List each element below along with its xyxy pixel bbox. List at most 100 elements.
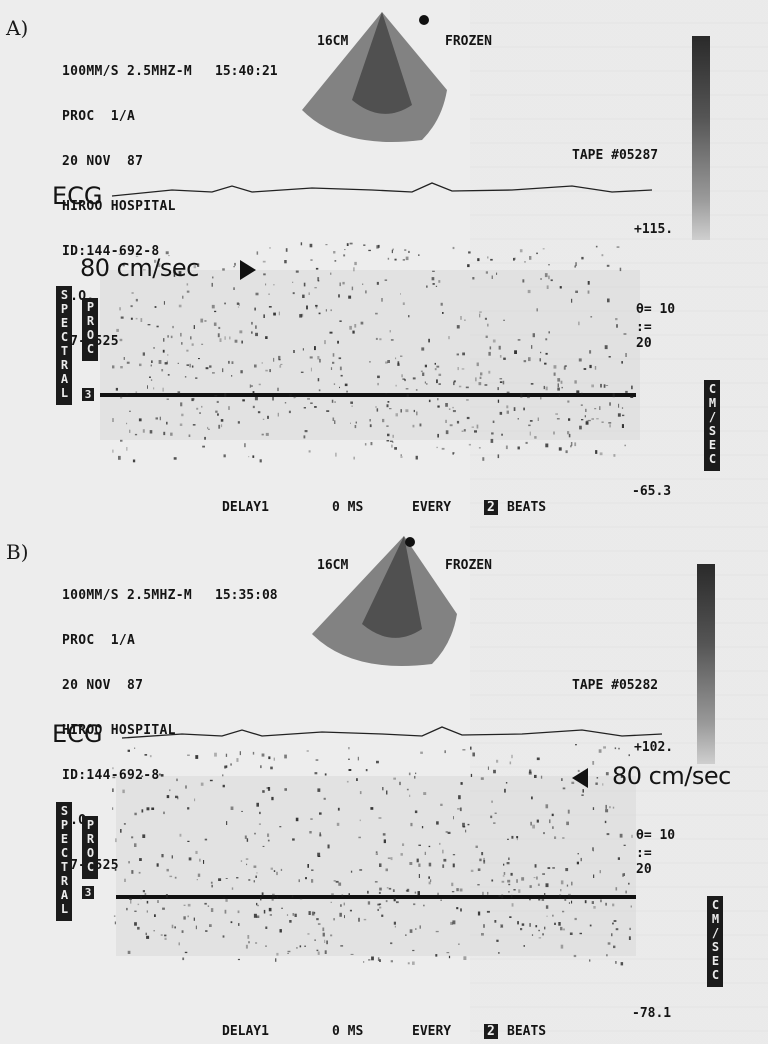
doppler-speckle: [300, 371, 304, 373]
doppler-speckle: [415, 455, 418, 460]
doppler-speckle: [346, 243, 349, 246]
doppler-speckle: [270, 867, 273, 870]
doppler-speckle: [528, 771, 532, 775]
doppler-speckle: [606, 954, 608, 957]
doppler-speckle: [205, 930, 208, 932]
doppler-speckle: [225, 878, 228, 879]
doppler-speckle: [379, 863, 382, 867]
doppler-speckle: [492, 420, 495, 423]
doppler-speckle: [305, 877, 307, 880]
doppler-speckle: [114, 868, 117, 871]
doppler-speckle: [413, 409, 415, 413]
doppler-speckle: [575, 290, 578, 293]
doppler-speckle: [317, 852, 321, 857]
doppler-speckle: [369, 424, 372, 428]
doppler-speckle: [340, 374, 343, 377]
doppler-speckle: [460, 316, 462, 320]
doppler-speckle: [554, 836, 557, 839]
doppler-speckle: [537, 417, 539, 421]
doppler-speckle: [171, 855, 173, 859]
doppler-speckle: [332, 353, 335, 357]
doppler-speckle: [211, 884, 213, 888]
doppler-speckle: [292, 281, 294, 283]
doppler-speckle: [293, 350, 295, 353]
doppler-speckle: [222, 774, 224, 777]
doppler-speckle: [498, 895, 502, 897]
doppler-speckle: [400, 454, 402, 456]
doppler-speckle: [318, 312, 321, 315]
doppler-speckle: [272, 397, 274, 401]
doppler-speckle: [416, 411, 418, 416]
doppler-speckle: [479, 313, 481, 318]
doppler-speckle: [534, 436, 537, 439]
doppler-speckle: [352, 330, 355, 334]
doppler-speckle: [358, 917, 360, 922]
doppler-speckle: [613, 945, 616, 949]
doppler-speckle: [462, 749, 466, 751]
doppler-speckle: [155, 773, 158, 775]
doppler-speckle: [599, 452, 603, 456]
doppler-speckle: [609, 806, 611, 809]
doppler-speckle: [605, 902, 607, 906]
doppler-speckle: [134, 812, 137, 816]
doppler-speckle: [254, 832, 256, 835]
doppler-speckle: [458, 795, 461, 800]
doppler-speckle: [339, 912, 342, 917]
doppler-speckle: [298, 879, 300, 883]
doppler-speckle: [258, 383, 261, 386]
doppler-speckle: [222, 268, 225, 271]
doppler-speckle: [496, 272, 498, 275]
doppler-speckle: [171, 924, 174, 929]
doppler-speckle: [186, 283, 189, 286]
doppler-speckle: [306, 750, 309, 752]
doppler-speckle: [311, 879, 314, 883]
doppler-speckle: [452, 246, 455, 250]
doppler-speckle: [191, 343, 194, 346]
doppler-speckle: [568, 418, 571, 421]
doppler-speckle: [140, 318, 143, 322]
doppler-speckle: [365, 290, 367, 294]
doppler-speckle: [389, 440, 393, 442]
doppler-speckle: [544, 362, 547, 365]
doppler-speckle: [594, 366, 597, 370]
doppler-speckle: [517, 446, 520, 450]
doppler-speckle: [475, 377, 477, 382]
doppler-speckle: [255, 292, 259, 296]
doppler-speckle: [612, 806, 615, 809]
doppler-speckle: [453, 816, 454, 820]
doppler-speckle: [367, 901, 371, 905]
doppler-speckle: [147, 385, 148, 389]
doppler-speckle: [615, 318, 618, 321]
doppler-speckle: [452, 863, 455, 868]
doppler-speckle: [386, 440, 390, 442]
doppler-speckle: [135, 391, 138, 393]
doppler-speckle: [218, 424, 221, 429]
doppler-speckle: [428, 862, 432, 867]
doppler-speckle: [256, 915, 260, 918]
doppler-speckle: [573, 954, 577, 958]
doppler-speckle: [174, 926, 176, 929]
doppler-speckle: [615, 961, 617, 964]
header-line: ID:144-692-8: [62, 768, 160, 783]
doppler-speckle: [549, 819, 551, 824]
doppler-speckle: [616, 324, 618, 328]
doppler-speckle: [389, 408, 392, 410]
doppler-speckle: [528, 357, 531, 362]
doppler-speckle: [484, 317, 487, 320]
colon-label: :=: [636, 320, 652, 335]
doppler-speckle: [544, 926, 546, 930]
doppler-speckle: [415, 772, 417, 775]
doppler-speckle: [521, 923, 525, 926]
angle-label: θ= 10: [636, 828, 676, 843]
arrow-right-icon: [240, 260, 256, 280]
doppler-speckle: [135, 255, 139, 257]
doppler-speckle: [287, 950, 291, 953]
doppler-speckle: [514, 257, 516, 260]
doppler-speckle: [625, 353, 627, 357]
doppler-speckle: [485, 335, 488, 338]
doppler-speckle: [246, 863, 248, 866]
doppler-speckle: [338, 294, 340, 298]
ecg-trace-a: [111, 182, 653, 197]
doppler-speckle: [269, 247, 271, 249]
doppler-speckle: [284, 402, 287, 404]
